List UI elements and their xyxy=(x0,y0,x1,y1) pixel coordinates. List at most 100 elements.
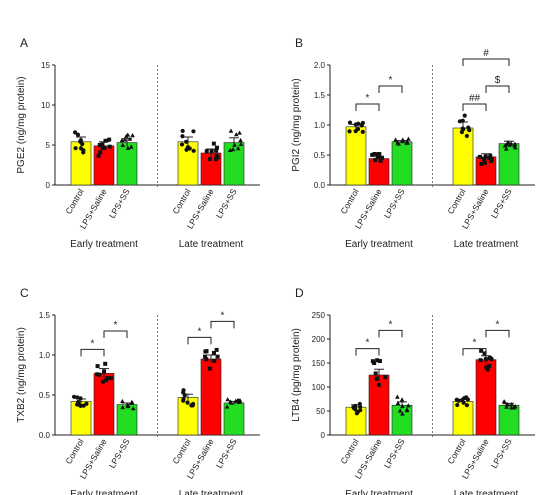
data-point xyxy=(130,133,135,138)
data-point xyxy=(120,404,125,410)
category-label: Control xyxy=(170,437,192,466)
data-point xyxy=(80,141,85,147)
y-tick-label: 1.0 xyxy=(39,351,51,360)
bar-control xyxy=(345,126,367,186)
data-point xyxy=(125,132,131,137)
category-label: LPS+SS xyxy=(107,437,132,470)
group-label: Late treatment xyxy=(179,239,244,250)
data-point xyxy=(182,393,187,398)
data-point xyxy=(404,139,410,144)
significance-bracket xyxy=(485,329,510,338)
data-point xyxy=(355,410,360,415)
data-point xyxy=(504,401,510,407)
data-point xyxy=(204,149,209,154)
data-point xyxy=(482,351,487,356)
data-point xyxy=(376,155,381,160)
data-point xyxy=(131,406,136,411)
data-point xyxy=(72,130,78,135)
data-point xyxy=(215,155,220,160)
data-point xyxy=(233,398,239,403)
data-point xyxy=(508,141,514,146)
data-point xyxy=(509,402,514,407)
data-point xyxy=(97,142,102,147)
data-point xyxy=(191,129,196,134)
significance-label: ## xyxy=(469,93,481,104)
significance-label: * xyxy=(473,338,477,349)
data-point xyxy=(459,129,464,135)
data-point xyxy=(95,364,100,369)
data-point xyxy=(75,395,80,400)
data-point xyxy=(406,403,411,408)
data-point xyxy=(512,404,518,409)
significance-bracket xyxy=(210,320,235,329)
significance-bracket xyxy=(462,58,510,66)
data-point xyxy=(236,398,242,403)
data-point xyxy=(227,147,233,153)
data-point xyxy=(228,128,234,133)
data-point xyxy=(393,137,398,142)
data-point xyxy=(400,403,405,409)
group-label: Late treatment xyxy=(454,489,519,495)
data-point xyxy=(95,372,100,377)
category-label: LPS+SS xyxy=(107,187,132,220)
data-point xyxy=(375,376,380,381)
data-point xyxy=(375,358,380,363)
data-point xyxy=(397,408,403,413)
data-point xyxy=(504,141,509,147)
data-point xyxy=(225,397,230,402)
data-point xyxy=(383,375,388,380)
data-point xyxy=(71,394,77,399)
category-label: Control xyxy=(170,187,192,216)
data-point xyxy=(78,396,83,401)
data-point xyxy=(464,403,470,408)
significance-bracket xyxy=(378,329,403,338)
data-point xyxy=(209,149,214,154)
category-label: LPS+SS xyxy=(489,187,514,220)
panel-letter: C xyxy=(20,286,29,300)
data-point xyxy=(237,130,242,135)
data-point xyxy=(97,372,102,377)
data-point xyxy=(214,347,219,352)
data-point xyxy=(454,397,459,402)
significance-label: * xyxy=(366,93,370,104)
data-point xyxy=(122,137,127,142)
data-point xyxy=(395,400,401,406)
category-label: LPS+SS xyxy=(382,437,407,470)
group-label: Early treatment xyxy=(345,239,413,250)
data-point xyxy=(467,128,472,133)
data-point xyxy=(478,358,483,363)
data-point xyxy=(207,366,212,371)
category-label: Control xyxy=(338,437,360,466)
data-point xyxy=(395,394,400,399)
data-point xyxy=(462,113,467,118)
category-label: Control xyxy=(338,187,360,216)
significance-label: $ xyxy=(495,75,501,86)
category-label: LPS+SS xyxy=(214,187,239,220)
group-label: Early treatment xyxy=(70,239,138,250)
panel-letter: B xyxy=(295,36,303,50)
y-axis-title: PGI2 (ng/mg protein) xyxy=(291,78,302,171)
data-point xyxy=(460,118,465,123)
data-point xyxy=(119,138,125,143)
significance-bracket xyxy=(103,330,128,338)
significance-bracket xyxy=(378,85,403,93)
data-point xyxy=(487,156,492,161)
data-point xyxy=(229,400,234,405)
data-point xyxy=(353,403,358,409)
data-point xyxy=(373,371,378,376)
data-point xyxy=(504,404,509,409)
data-point xyxy=(353,122,358,127)
y-tick-label: 0.5 xyxy=(39,391,51,400)
data-point xyxy=(238,141,244,147)
data-point xyxy=(489,159,494,164)
significance-bracket xyxy=(462,348,487,356)
significance-label: * xyxy=(221,310,225,321)
data-point xyxy=(129,400,135,405)
data-point xyxy=(372,151,377,156)
significance-label: * xyxy=(496,319,500,330)
data-point xyxy=(488,153,493,158)
y-axis-title: TXB2 (ng/mg protein) xyxy=(16,327,27,423)
y-axis-title: LTB4 (pg/mg protein) xyxy=(291,328,302,422)
data-point xyxy=(483,154,488,159)
